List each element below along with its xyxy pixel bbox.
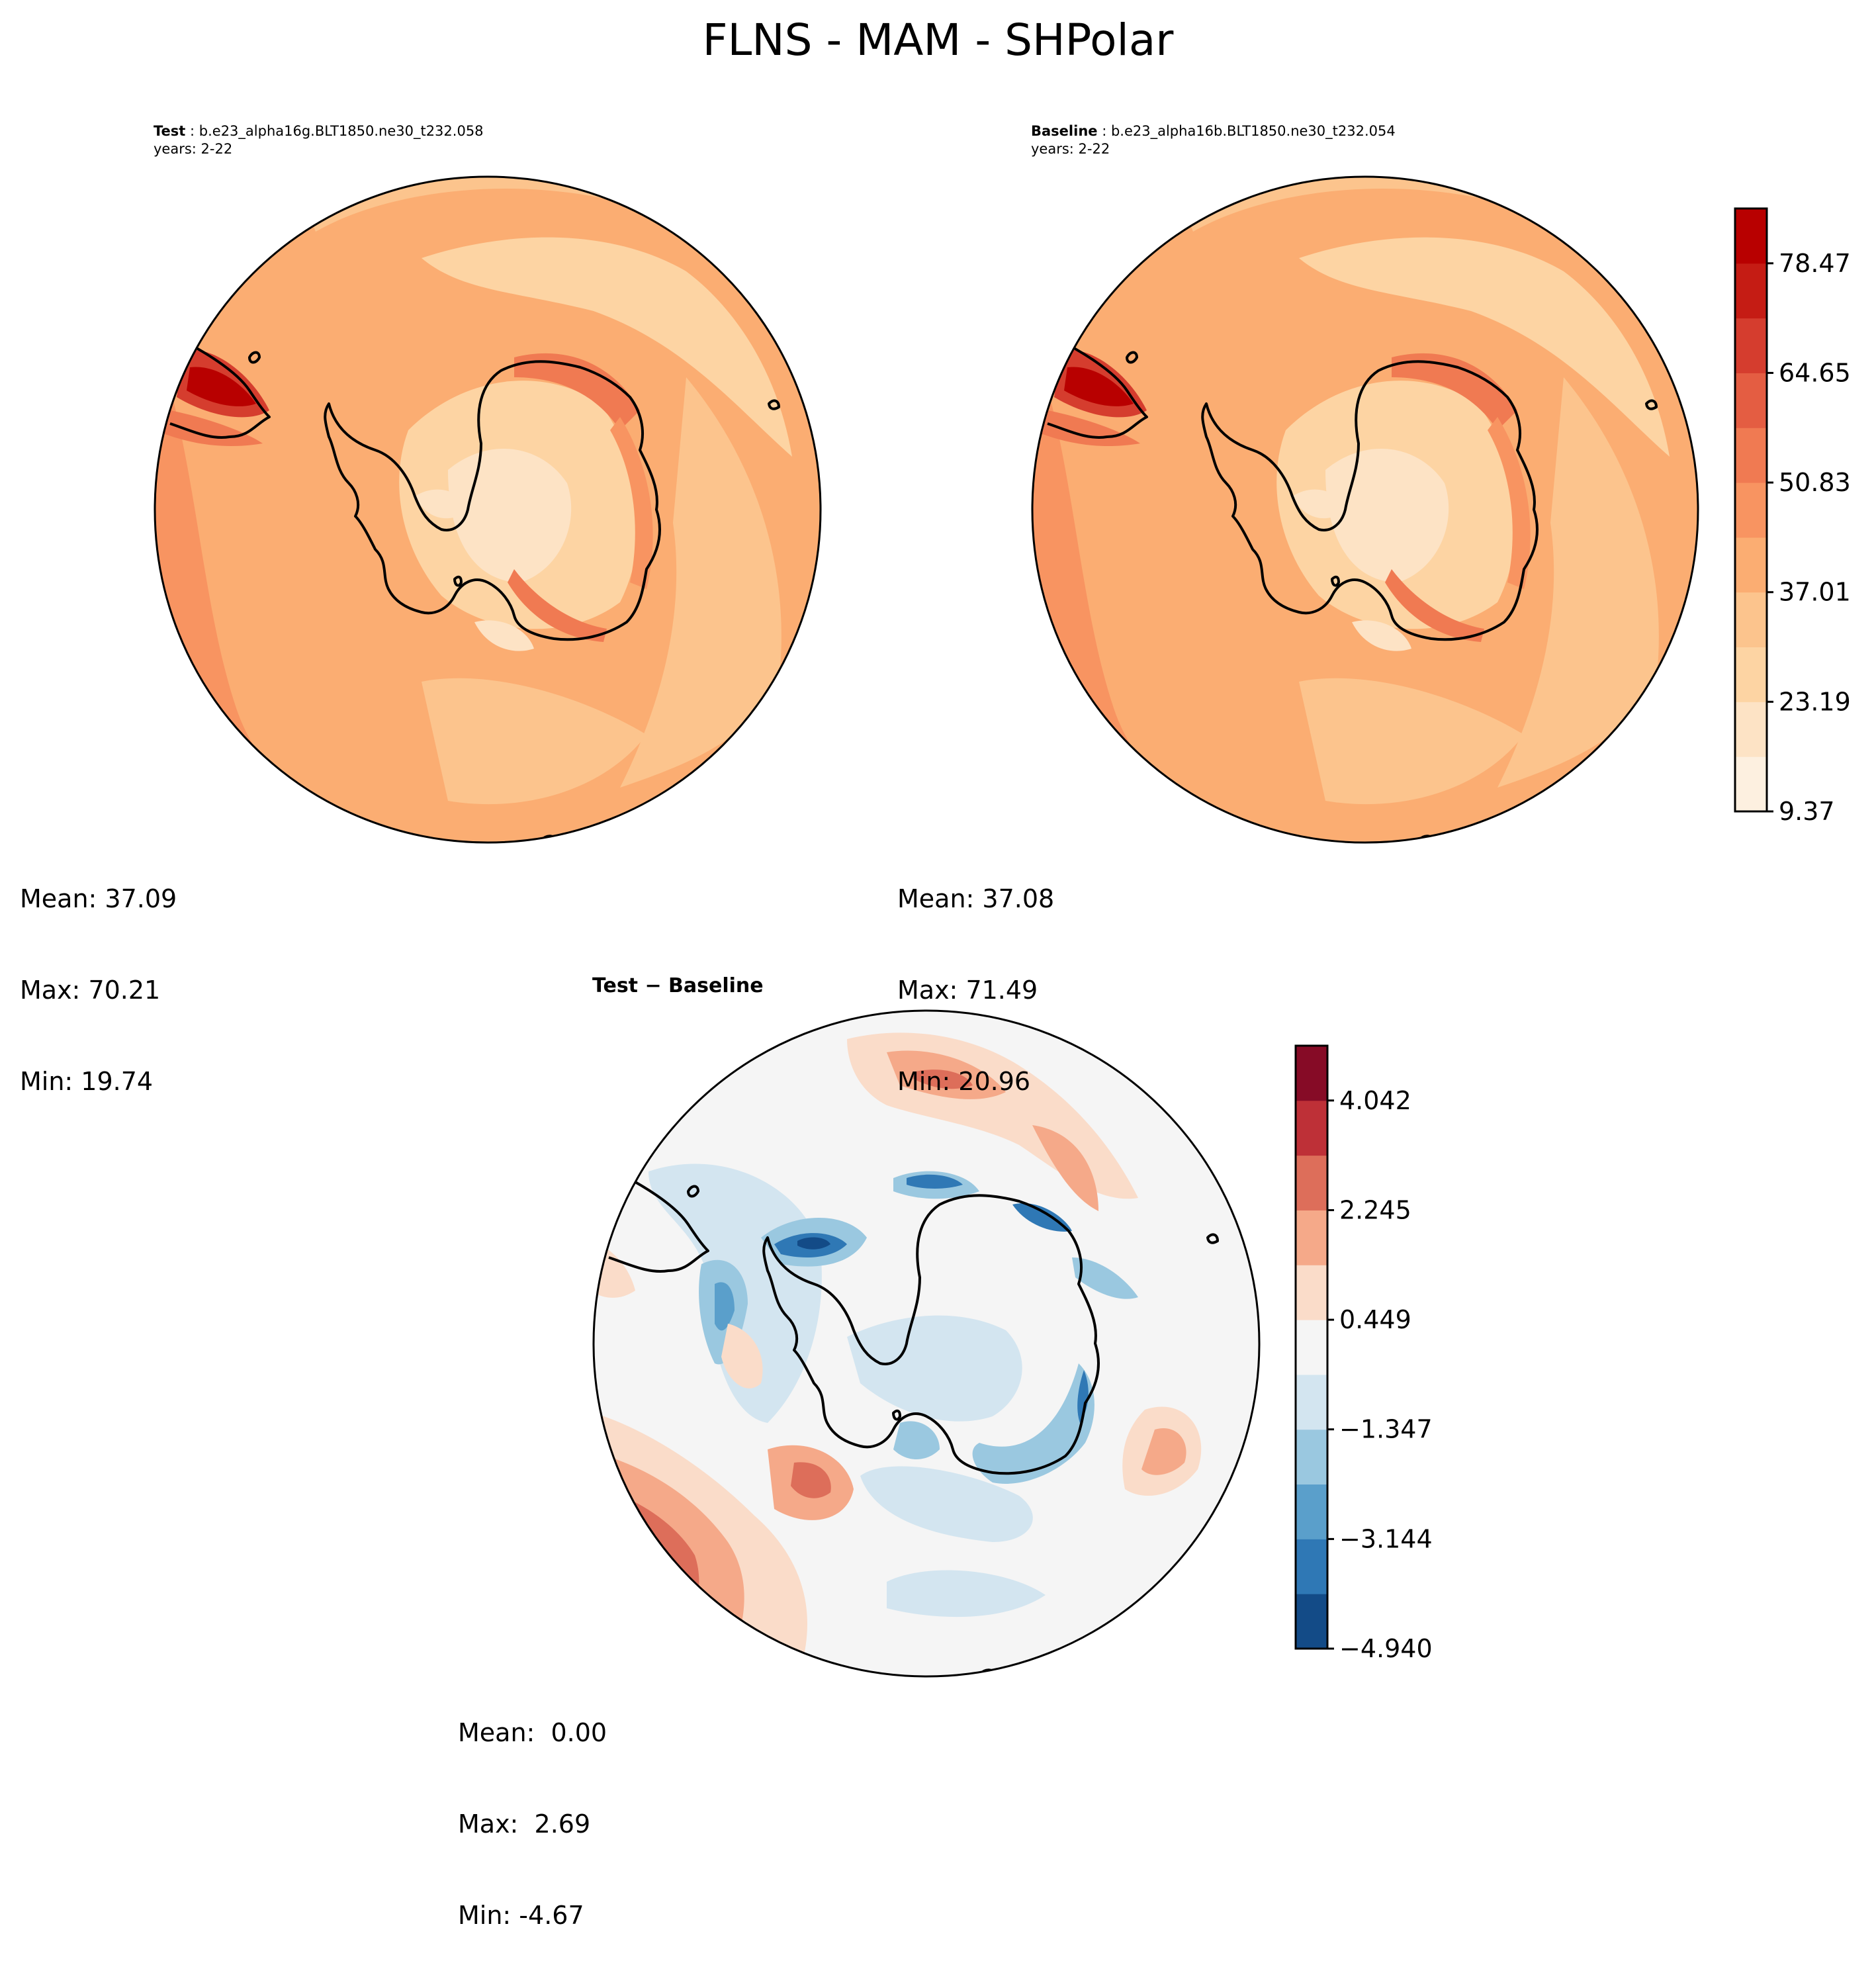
- baseline-colorbar-segment: [1735, 702, 1767, 757]
- diff-colorbar-tick-label: 2.245: [1339, 1195, 1411, 1224]
- diff-colorbar-segment: [1296, 1484, 1327, 1539]
- diff-colorbar-segment: [1296, 1100, 1327, 1156]
- diff-colorbar-segment: [1296, 1594, 1327, 1649]
- diff-colorbar-tick-label: 4.042: [1339, 1086, 1411, 1115]
- baseline-stat-mean: Mean: 37.08: [897, 884, 1055, 913]
- baseline-panel-title: Baseline : b.e23_alpha16b.BLT1850.ne30_t…: [1031, 122, 1396, 158]
- test-title-years: years: 2-22: [154, 141, 233, 157]
- baseline-title-separator: :: [1097, 123, 1111, 139]
- diff-colorbar-segment: [1296, 1046, 1327, 1101]
- baseline-colorbar: 9.37 23.19 37.01 50.83 64.65 78.47: [1734, 207, 1851, 826]
- test-map: [154, 175, 822, 844]
- diff-stat-mean: Mean: 0.00: [458, 1718, 607, 1747]
- baseline-colorbar-segment: [1735, 756, 1767, 812]
- baseline-colorbar-segment: [1735, 592, 1767, 648]
- baseline-title-years: years: 2-22: [1031, 141, 1110, 157]
- test-stat-min: Min: 19.74: [20, 1067, 154, 1096]
- baseline-colorbar-tick-label: 37.01: [1779, 578, 1851, 607]
- test-panel-title: Test : b.e23_alpha16g.BLT1850.ne30_t232.…: [154, 122, 484, 158]
- baseline-map: [1031, 175, 1699, 844]
- diff-stat-min: Min: -4.67: [458, 1901, 584, 1930]
- diff-colorbar-segment: [1296, 1374, 1327, 1430]
- diff-colorbar-segment: [1296, 1210, 1327, 1265]
- baseline-title-case: b.e23_alpha16b.BLT1850.ne30_t232.054: [1110, 123, 1396, 139]
- baseline-stats: Mean: 37.08 Max: 71.49 Min: 20.96: [897, 823, 1054, 1127]
- diff-colorbar-tick-label: −4.940: [1339, 1634, 1433, 1663]
- diff-stats: Mean: 0.00 Max: 2.69 Min: -4.67: [458, 1657, 607, 1961]
- diff-colorbar-segment: [1296, 1155, 1327, 1210]
- baseline-colorbar-segment: [1735, 373, 1767, 428]
- baseline-stat-min: Min: 20.96: [897, 1067, 1031, 1096]
- baseline-stat-max: Max: 71.49: [897, 976, 1038, 1005]
- baseline-colorbar-segment: [1735, 428, 1767, 483]
- test-stat-max: Max: 70.21: [20, 976, 161, 1005]
- baseline-colorbar-segment: [1735, 208, 1767, 264]
- test-stat-mean: Mean: 37.09: [20, 884, 177, 913]
- diff-panel-title: Test − Baseline: [592, 974, 764, 997]
- diff-title-bold: Test: [592, 974, 639, 997]
- test-title-bold: Test: [154, 123, 186, 139]
- diff-colorbar: −4.940 −3.144 −1.347 0.449 2.245 4.042: [1294, 1044, 1433, 1663]
- diff-colorbar-tick-label: −3.144: [1339, 1524, 1433, 1553]
- baseline-colorbar-segment: [1735, 647, 1767, 702]
- diff-colorbar-segment: [1296, 1265, 1327, 1320]
- baseline-colorbar-segment: [1735, 263, 1767, 319]
- baseline-colorbar-tick-label: 64.65: [1779, 358, 1851, 387]
- figure-title: FLNS - MAM - SHPolar: [702, 15, 1174, 66]
- test-title-separator: :: [185, 123, 199, 139]
- diff-colorbar-segment: [1296, 1320, 1327, 1375]
- baseline-colorbar-tick-label: 78.47: [1779, 249, 1851, 278]
- diff-colorbar-tick-label: 0.449: [1339, 1305, 1411, 1334]
- baseline-colorbar-segment: [1735, 537, 1767, 593]
- diff-colorbar-segment: [1296, 1429, 1327, 1485]
- diff-map: [592, 1009, 1261, 1678]
- diff-colorbar-segment: [1296, 1539, 1327, 1594]
- diff-stat-max: Max: 2.69: [458, 1809, 591, 1839]
- baseline-colorbar-tick-label: 50.83: [1779, 468, 1851, 497]
- diff-title-rest: − Baseline: [638, 974, 764, 997]
- baseline-title-bold: Baseline: [1031, 123, 1098, 139]
- baseline-colorbar-tick-label: 9.37: [1779, 797, 1835, 826]
- figure-canvas: 9.37 23.19 37.01 50.83 64.65 78.47 −4.940 −3.1…: [154, 175, 1851, 1678]
- baseline-colorbar-tick-label: 23.19: [1779, 687, 1851, 716]
- baseline-colorbar-segment: [1735, 318, 1767, 373]
- test-stats: Mean: 37.09 Max: 70.21 Min: 19.74: [20, 823, 177, 1127]
- diff-colorbar-tick-label: −1.347: [1339, 1415, 1433, 1444]
- baseline-colorbar-frame: [1734, 207, 1768, 813]
- test-title-case: b.e23_alpha16g.BLT1850.ne30_t232.058: [199, 123, 484, 139]
- diff-colorbar-frame: [1294, 1044, 1329, 1650]
- baseline-colorbar-segment: [1735, 482, 1767, 538]
